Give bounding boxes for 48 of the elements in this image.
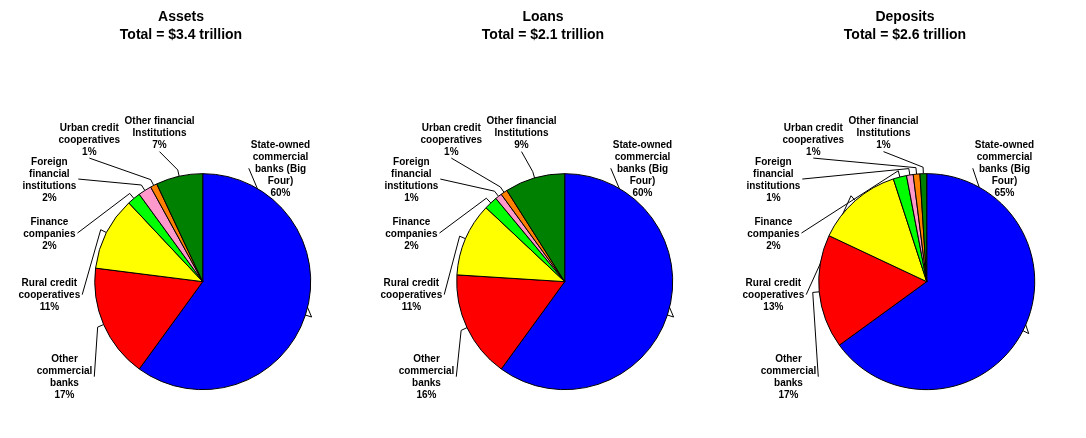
slice-label: Urban credit cooperatives bbox=[58, 121, 121, 145]
data-label: 11% bbox=[401, 301, 422, 313]
data-label: 60% bbox=[270, 186, 291, 198]
chart-title: Loans bbox=[522, 8, 564, 24]
data-label: 2% bbox=[42, 191, 57, 203]
data-label: 1% bbox=[806, 145, 821, 157]
slice-label: Finance companies bbox=[23, 215, 76, 239]
slice-label: Finance companies bbox=[385, 215, 438, 239]
slice-label: State-owned commercial banks (Big Four) bbox=[250, 138, 311, 186]
slice-label: Foreign financial institutions bbox=[384, 155, 439, 191]
slice-label: Foreign financial institutions bbox=[22, 155, 77, 191]
slice-label: State-owned commercial banks (Big Four) bbox=[974, 138, 1035, 186]
slice-label: Other commercial banks bbox=[36, 353, 93, 389]
data-label: 1% bbox=[766, 191, 781, 203]
slice-label: Urban credit cooperatives bbox=[420, 121, 483, 145]
slice-label: Urban credit cooperatives bbox=[782, 121, 845, 145]
chart-subtitle: Total = $2.6 trillion bbox=[843, 26, 967, 42]
slice-label: Finance companies bbox=[747, 215, 800, 239]
data-label: 65% bbox=[994, 186, 1015, 198]
data-label: 17% bbox=[778, 389, 799, 401]
data-label: 9% bbox=[514, 139, 529, 151]
data-label: 1% bbox=[444, 145, 459, 157]
data-label: 13% bbox=[763, 301, 784, 313]
slice-label: Rural credit cooperatives bbox=[18, 277, 81, 301]
slice-label: Other commercial banks bbox=[398, 353, 455, 389]
slice-label: Other financial Institutions bbox=[124, 115, 195, 139]
slice-label: Rural credit cooperatives bbox=[380, 277, 443, 301]
chart-title: Deposits bbox=[875, 8, 935, 24]
data-label: 60% bbox=[632, 186, 653, 198]
slice-label: Other financial Institutions bbox=[486, 115, 557, 139]
chart-subtitle: Total = $2.1 trillion bbox=[481, 26, 605, 42]
data-label: 17% bbox=[54, 389, 75, 401]
slice-label: Other commercial banks bbox=[760, 353, 817, 389]
data-label: 2% bbox=[42, 239, 57, 251]
data-label: 2% bbox=[404, 239, 419, 251]
slice-label: Foreign financial institutions bbox=[746, 155, 801, 191]
data-label: 2% bbox=[766, 239, 781, 251]
data-label: 1% bbox=[82, 145, 97, 157]
data-label: 7% bbox=[152, 139, 167, 151]
data-label: 1% bbox=[404, 191, 419, 203]
data-label: 16% bbox=[416, 389, 437, 401]
data-label: 1% bbox=[876, 139, 891, 151]
slice-label: State-owned commercial banks (Big Four) bbox=[612, 138, 673, 186]
slice-label: Other financial Institutions bbox=[848, 115, 919, 139]
slice-label: Rural credit cooperatives bbox=[742, 277, 805, 301]
chart-title: Assets bbox=[158, 8, 205, 24]
chart-subtitle: Total = $3.4 trillion bbox=[119, 26, 243, 42]
data-label: 11% bbox=[39, 301, 60, 313]
